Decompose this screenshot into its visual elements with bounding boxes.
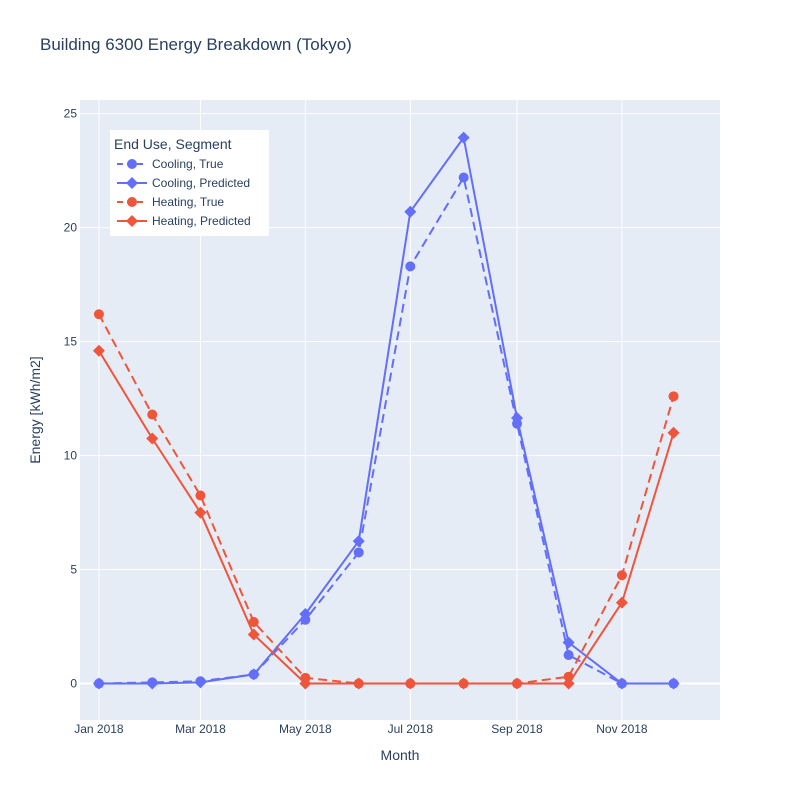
legend-item: Heating, True [117,195,224,209]
x-tick-label: Mar 2018 [175,722,226,736]
data-point [146,677,159,690]
data-point [616,570,627,581]
legend-item: Heating, Predicted [117,214,251,228]
legend-item: Cooling, True [117,157,224,171]
data-point [299,677,312,690]
data-point [668,391,679,402]
x-axis-ticks: Jan 2018 Mar 2018 May 2018 Jul 2018 Sep 2018… [74,722,648,736]
data-point [457,677,470,690]
legend-label: Cooling, True [152,157,224,171]
data-point [248,616,259,627]
data-point [92,677,105,690]
series-layer [92,131,680,690]
data-point [615,596,628,609]
legend-swatch-marker [127,197,137,207]
x-tick-label: Sep 2018 [491,722,543,736]
x-tick-label: Jan 2018 [74,722,124,736]
data-point [195,490,206,501]
data-point [352,677,365,690]
data-point [510,411,523,424]
y-tick-label: 25 [64,107,78,121]
y-tick-label: 20 [64,221,78,235]
data-point [510,677,523,690]
data-point [299,608,312,621]
legend: End Use, Segment Cooling, True Cooling, P… [110,130,269,236]
x-tick-label: May 2018 [279,722,332,736]
data-point [405,261,416,272]
series-line [98,136,674,685]
legend-label: Heating, Predicted [152,214,251,228]
series-heating-predicted [92,344,680,690]
data-point [353,547,364,558]
data-point [404,205,417,218]
data-point [458,172,469,183]
y-tick-label: 15 [64,335,78,349]
legend-title: End Use, Segment [114,136,232,152]
y-axis-title: Energy [kWh/m2] [27,356,43,463]
y-tick-label: 10 [64,449,78,463]
y-axis-ticks: 0 5 10 15 20 25 [64,107,78,691]
data-point [404,677,417,690]
y-tick-label: 0 [70,677,77,691]
series-line [98,350,675,685]
data-point [147,409,158,420]
data-point [247,628,260,641]
legend-label: Cooling, Predicted [152,176,250,190]
x-tick-label: Nov 2018 [596,722,648,736]
data-point [93,309,104,320]
series-cooling-predicted [92,131,680,690]
data-point [667,677,680,690]
x-tick-label: Jul 2018 [388,722,434,736]
data-point [247,668,260,681]
data-point [457,131,470,144]
data-point [194,506,207,519]
data-point [146,432,159,445]
chart-title: Building 6300 Energy Breakdown (Tokyo) [40,35,352,54]
data-point [563,650,574,661]
y-tick-label: 5 [70,563,77,577]
legend-swatch-marker [127,159,137,169]
series-line [98,313,675,685]
data-point [92,344,105,357]
data-point [562,677,575,690]
gridlines [80,100,720,720]
x-axis-title: Month [381,747,420,763]
legend-swatch-marker [126,215,138,227]
legend-label: Heating, True [152,195,224,209]
data-point [615,677,628,690]
data-point [194,676,207,689]
legend-item: Cooling, Predicted [117,176,250,190]
data-point [667,426,680,439]
legend-swatch-marker [126,177,138,189]
data-point [562,636,575,649]
data-point [352,535,365,548]
